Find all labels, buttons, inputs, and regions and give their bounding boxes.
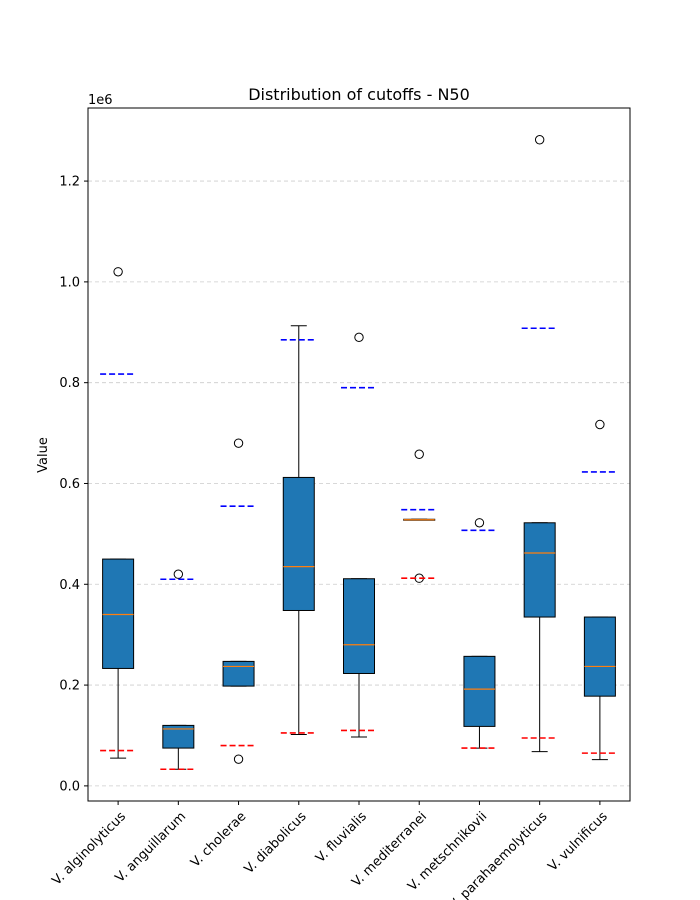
outlier-point <box>414 449 424 459</box>
outlier-point <box>233 438 244 448</box>
outlier-point <box>173 569 184 579</box>
outlier-point <box>534 135 545 145</box>
y-tick-label: 1.2 <box>59 175 80 190</box>
outlier-point <box>113 267 123 277</box>
outlier-point <box>474 518 485 528</box>
y-tick-label: 0.2 <box>59 679 80 694</box>
box <box>222 660 255 687</box>
box <box>583 616 616 697</box>
outlier-point <box>233 754 244 764</box>
y-scale-label: 1e6 <box>88 93 113 108</box>
box <box>282 476 315 611</box>
box <box>162 724 195 749</box>
y-tick-label: 0.6 <box>59 477 80 492</box>
box <box>463 655 496 727</box>
outlier-point <box>595 419 605 430</box>
y-axis-label: Value <box>36 437 51 473</box>
box <box>102 558 135 669</box>
y-axis: 0.0 0.2 0.4 0.6 0.8 1.0 1.2 <box>59 175 88 794</box>
box <box>343 578 375 674</box>
x-tick-label: V. fluvialis <box>313 809 370 866</box>
chart-title: Distribution of cutoffs - N50 <box>248 85 470 104</box>
box <box>523 522 556 618</box>
x-tick-label: V. parahaemolyticus <box>447 809 551 900</box>
x-tick-label: V. cholerae <box>188 809 249 870</box>
box-marks <box>100 135 618 771</box>
x-tick-label: V. diabolicus <box>242 809 310 877</box>
y-tick-label: 0.0 <box>59 779 80 794</box>
y-tick-label: 1.0 <box>59 275 80 290</box>
y-tick-label: 0.4 <box>59 578 80 593</box>
x-tick-label: V. vulnificus <box>545 809 610 874</box>
y-tick-label: 0.8 <box>59 376 80 391</box>
outlier-point <box>354 332 364 343</box>
